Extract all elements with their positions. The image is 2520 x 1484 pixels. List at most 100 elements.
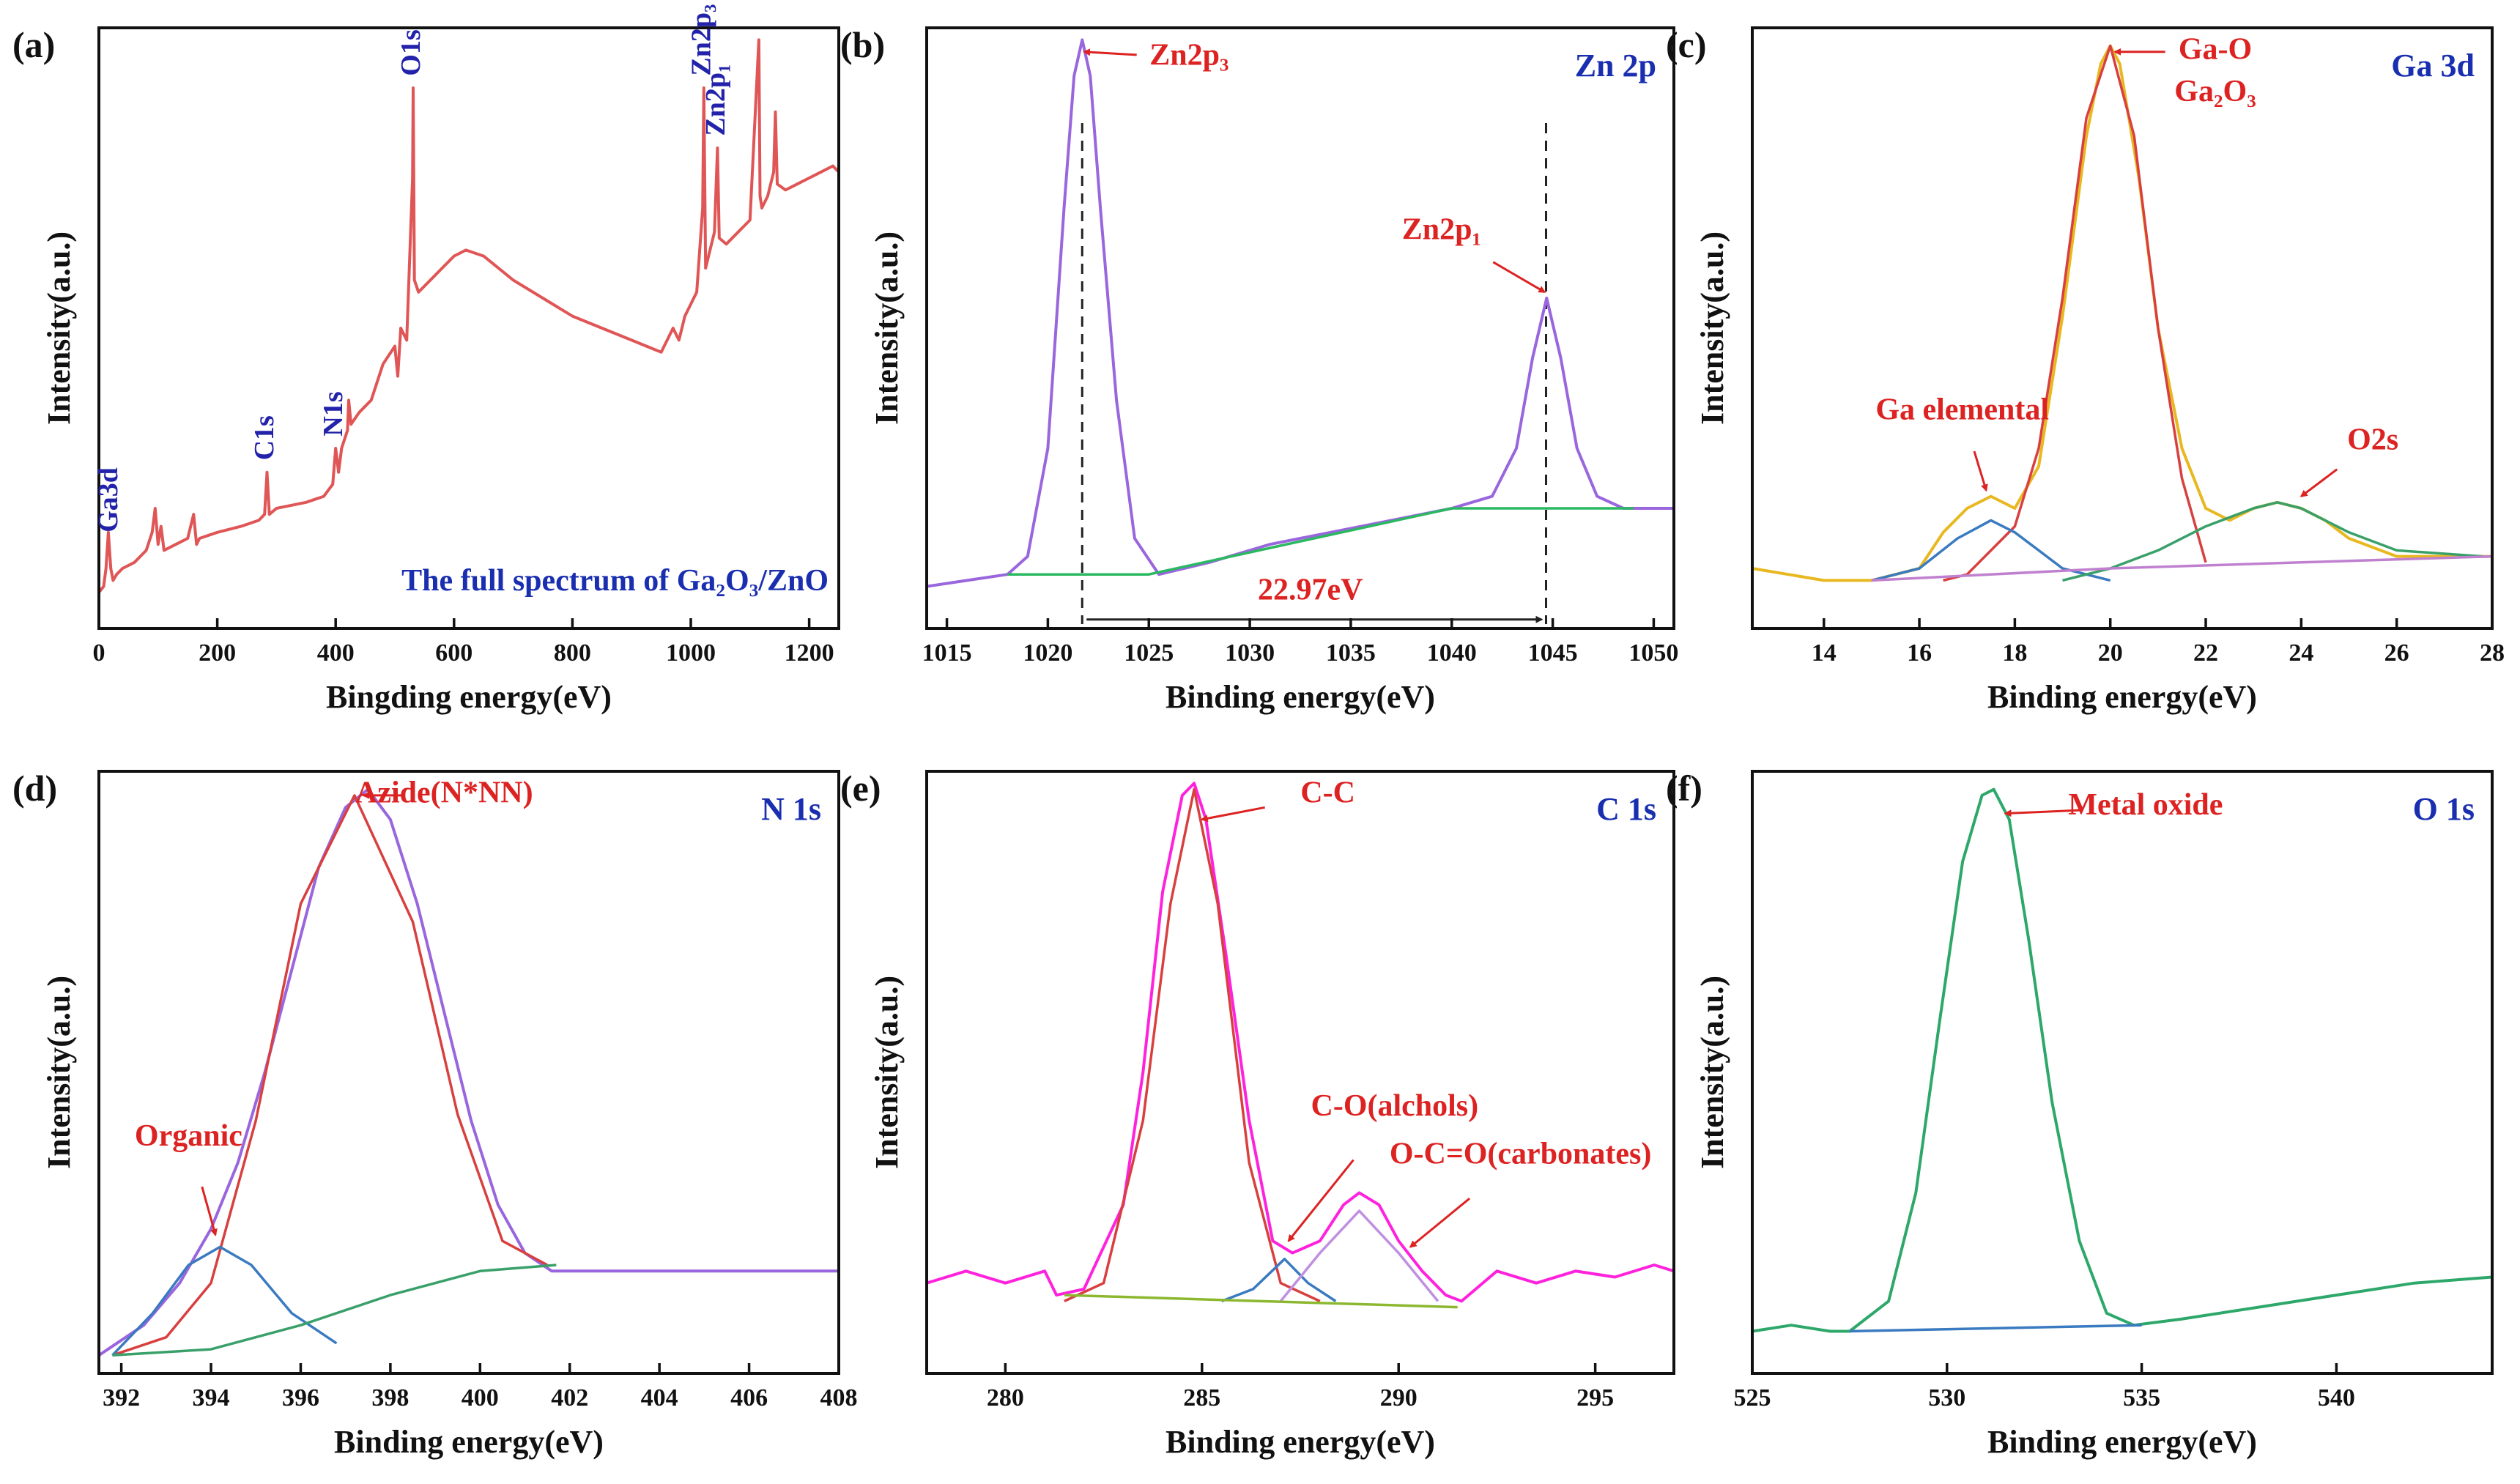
annotation-c-c: C-C xyxy=(1300,776,1355,810)
x-tick-label: 1025 xyxy=(1124,639,1174,667)
annotation-ga-o: Ga₂O₃ xyxy=(2174,75,2256,108)
y-axis-label: Intensity(a.u.) xyxy=(869,231,905,425)
plot-frame xyxy=(97,26,840,630)
annotation-zn2p: Zn2p₃ xyxy=(686,4,716,76)
annotation-ga-elemental: Ga elemental xyxy=(1875,393,2049,426)
x-tick-label: 280 xyxy=(987,1384,1024,1411)
annotation-o2s: O2s xyxy=(2347,423,2398,456)
x-tick-label: 0 xyxy=(93,639,105,667)
annotation-arrow xyxy=(1287,1159,1354,1242)
x-tick-label: 398 xyxy=(371,1384,409,1411)
series-data-line xyxy=(1752,787,2493,1333)
y-axis-label: Intensity(a.u.) xyxy=(869,976,905,1169)
panel-c: 14 16 18 20 22 24 26 28 Binding energy(eV) Intens… xyxy=(1666,24,2505,715)
x-axis-label: Binding energy(eV) xyxy=(1166,1424,1435,1460)
x-tick-label: 535 xyxy=(2123,1384,2160,1411)
series-baseline-line xyxy=(1871,554,2493,582)
x-tick-label: 394 xyxy=(193,1384,230,1411)
x-tick-label: 400 xyxy=(317,639,355,667)
x-tick-label: 200 xyxy=(199,639,236,667)
panel-d: 392 394 396 398 400 402 404 406 408 Binding energ… xyxy=(12,768,858,1460)
x-axis-label: Binding energy(eV) xyxy=(1987,1424,2257,1460)
series-envelope-line xyxy=(1752,44,2492,582)
y-axis-label: Intensity(a.u.) xyxy=(1694,976,1730,1169)
x-tick-label: 24 xyxy=(2289,639,2313,667)
x-tick-label: 28 xyxy=(2480,639,2505,667)
annotation-arrow xyxy=(1200,806,1265,823)
x-tick-label: 26 xyxy=(2384,639,2409,667)
panel-label: (e) xyxy=(840,768,881,809)
annotation-arrow xyxy=(2300,468,2338,497)
series-baseline-line xyxy=(1007,507,1634,576)
x-tick-label: 396 xyxy=(282,1384,319,1411)
series-data-line xyxy=(926,38,1674,588)
panel-label: (f) xyxy=(1666,768,1702,809)
panel-title: Zn 2p xyxy=(1575,48,1656,84)
x-tick-label: 1040 xyxy=(1427,639,1477,667)
series-baseline-line xyxy=(112,1264,557,1357)
x-tick-label: 600 xyxy=(435,639,472,667)
series-baseline-line xyxy=(1849,1324,2142,1333)
x-tick-label: 295 xyxy=(1576,1384,1614,1411)
plot-frame xyxy=(925,26,1675,630)
x-tick-label: 18 xyxy=(2002,639,2027,667)
series-component-line xyxy=(111,1245,338,1357)
x-tick-label: 540 xyxy=(2318,1384,2355,1411)
x-tick-label: 402 xyxy=(551,1384,588,1411)
series-component-line xyxy=(1064,787,1321,1302)
plot-frame xyxy=(97,770,840,1375)
x-axis-label: Binding energy(eV) xyxy=(334,1424,604,1460)
x-axis-label: Bingding energy(eV) xyxy=(326,679,612,715)
series-envelope-line xyxy=(97,787,839,1357)
annotation-c1s: C1s xyxy=(249,415,280,460)
panel-caption: The full spectrum of Ga₂O₃/ZnO xyxy=(401,564,829,598)
plot-frame xyxy=(1751,26,2494,630)
annotation-arrow xyxy=(1083,48,1137,56)
x-tick-label: 20 xyxy=(2098,639,2123,667)
x-tick-label: 22 xyxy=(2193,639,2218,667)
annotation-arrow xyxy=(1409,1197,1470,1248)
series-component-line xyxy=(2062,501,2483,582)
panel-title: N 1s xyxy=(761,791,821,827)
annotation-ga-o: Ga-O xyxy=(2179,32,2252,66)
series-component-line xyxy=(111,794,548,1357)
annotation-arrow xyxy=(201,1186,218,1236)
annotation-zn2p: Zn2p₁ xyxy=(1402,212,1481,246)
series-baseline-line xyxy=(1064,1294,1458,1309)
annotation-organic: Organic xyxy=(135,1119,242,1153)
annotation-22-97ev: 22.97eV xyxy=(1258,573,1363,606)
x-tick-label: 1045 xyxy=(1528,639,1578,667)
x-tick-label: 14 xyxy=(1812,639,1837,667)
x-tick-label: 800 xyxy=(554,639,591,667)
panel-label: (c) xyxy=(1666,24,1707,65)
annotation-arrow xyxy=(1492,261,1546,294)
annotation-arrow xyxy=(2004,809,2080,817)
x-tick-label: 530 xyxy=(1928,1384,1965,1411)
y-axis-label: Intensity(a.u.) xyxy=(41,231,77,425)
annotation-c-o-alchols: C-O(alchols) xyxy=(1311,1089,1479,1123)
series-component-line xyxy=(1279,1209,1439,1302)
panel-label: (a) xyxy=(12,24,55,65)
panel-title: O 1s xyxy=(2413,791,2475,827)
plot-frame xyxy=(925,770,1675,1375)
x-tick-label: 392 xyxy=(103,1384,140,1411)
x-axis-label: Binding energy(eV) xyxy=(1166,679,1435,715)
y-axis-label: Intensity(a.u.) xyxy=(1694,231,1730,425)
annotation-o1s: O1s xyxy=(396,29,426,75)
panel-b: 1015 1020 1025 1030 1035 1040 1045 1050 Binding … xyxy=(840,24,1678,715)
series-component-line xyxy=(1871,519,2111,582)
panel-label: (d) xyxy=(12,768,57,809)
x-tick-label: 1050 xyxy=(1628,639,1678,667)
x-tick-label: 1020 xyxy=(1023,639,1072,667)
x-tick-label: 1030 xyxy=(1225,639,1275,667)
annotation-metal-oxide: Metal oxide xyxy=(2068,788,2223,822)
x-tick-label: 1200 xyxy=(785,639,834,667)
annotation-n1s: N1s xyxy=(318,391,349,436)
series-component-line xyxy=(1220,1258,1337,1303)
x-tick-label: 1000 xyxy=(666,639,716,667)
x-tick-label: 285 xyxy=(1183,1384,1220,1411)
panel-e: 280 285 290 295 Binding energy(eV) Intensity(… xyxy=(840,768,1675,1460)
x-tick-label: 400 xyxy=(462,1384,499,1411)
series-component-line xyxy=(1943,44,2207,582)
